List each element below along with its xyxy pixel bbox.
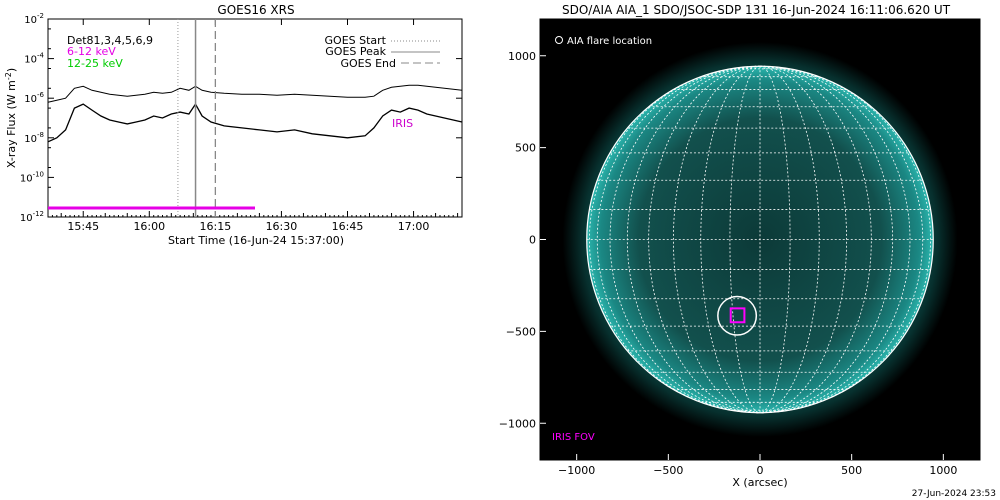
goes-y-tick-label: 10-4 <box>24 52 44 66</box>
longitude-line <box>700 65 761 414</box>
timestamp: 27-Jun-2024 23:53 <box>912 489 996 499</box>
goes-y-tick-label: 10-12 <box>20 210 44 224</box>
goes-x-tick-label: 16:45 <box>332 220 364 233</box>
longitude-line <box>729 65 761 414</box>
aia-image-panel: SDO/AIA AIA_1 SDO/JSOC-SDP 131 16-Jun-20… <box>499 3 981 489</box>
longitude-line <box>759 65 894 414</box>
solar-limb <box>586 65 934 414</box>
longitude-line <box>759 65 791 414</box>
goes-x-tick-label: 16:00 <box>133 220 165 233</box>
goes-x-tick-label: 15:45 <box>67 220 99 233</box>
legend-goes-peak: GOES Peak <box>325 45 386 58</box>
aia-y-tick-label: −1000 <box>499 417 536 430</box>
goes-y-tick-label: 10-8 <box>24 131 44 145</box>
aia-x-tick-label: 0 <box>757 464 764 477</box>
legend-6-12kev: 6-12 keV <box>67 45 116 58</box>
aia-y-tick-label: −500 <box>506 325 536 338</box>
aia-x-tick-label: 500 <box>841 464 862 477</box>
flare-location-circle <box>717 295 758 336</box>
longitude-line <box>609 65 761 414</box>
iris-annotation: IRIS <box>392 117 413 130</box>
goes-title: GOES16 XRS <box>217 3 294 17</box>
flare-legend-label: AIA flare location <box>567 36 652 47</box>
goes-series-group <box>47 84 463 143</box>
goes-x-tick-label: 16:30 <box>266 220 298 233</box>
longitude-line <box>759 65 872 414</box>
longitude-line <box>759 65 911 414</box>
longitude-line <box>588 65 761 414</box>
longitude-line <box>672 65 761 414</box>
detector-legend-title: Det81,3,4,5,6,9 <box>67 34 153 47</box>
goes-x-tick-label: 17:00 <box>398 220 430 233</box>
goes-ylabel: X-ray Flux (W m-2) <box>4 68 18 168</box>
legend-goes-start: GOES Start <box>325 34 387 47</box>
aia-x-tick-label: 1000 <box>929 464 957 477</box>
iris-fov-box <box>729 307 746 324</box>
longitude-line <box>759 65 924 414</box>
longitude-line <box>626 65 761 414</box>
goes-xlabel: Start Time (16-Jun-24 15:37:00) <box>168 234 344 247</box>
aia-axes: −1000 −500 0 500 1000 1000 500 0 −500 −1000 <box>499 50 958 477</box>
heliographic-grid <box>586 65 934 414</box>
aia-x-tick-label: −1000 <box>558 464 595 477</box>
aia-y-tick-label: 1000 <box>508 50 536 63</box>
goes-series-line-1 <box>47 84 463 103</box>
legend-12-25kev: 12-25 keV <box>67 57 123 70</box>
longitude-line <box>759 65 848 414</box>
aia-x-tick-label: −500 <box>653 464 683 477</box>
longitude-line <box>596 65 761 414</box>
longitude-line <box>759 65 820 414</box>
aia-xlabel: X (arcsec) <box>732 476 787 489</box>
legend-goes-end: GOES End <box>340 57 396 70</box>
aia-title: SDO/AIA AIA_1 SDO/JSOC-SDP 131 16-Jun-20… <box>562 3 951 17</box>
aia-y-tick-label: 500 <box>515 142 536 155</box>
iris-fov-label: IRIS FOV <box>552 432 595 443</box>
goes-x-tick-label: 16:15 <box>200 220 232 233</box>
goes-y-tick-label: 10-6 <box>24 91 44 105</box>
longitude-line <box>759 65 932 414</box>
goes-chart: GOES16 XRS 15:45 16:00 16:15 16:30 16:45 17:0… <box>4 3 463 247</box>
flare-legend-marker <box>555 36 563 44</box>
goes-event-lines <box>177 19 217 217</box>
goes-series-line-2 <box>47 102 463 143</box>
goes-axes: 15:45 16:00 16:15 16:30 16:45 17:00 10-2 10-4 10… <box>20 12 463 233</box>
goes-y-tick-label: 10-10 <box>20 170 44 184</box>
goes-y-tick-label: 10-2 <box>24 12 44 26</box>
aia-y-tick-label: 0 <box>529 234 536 247</box>
longitude-line <box>648 65 761 414</box>
